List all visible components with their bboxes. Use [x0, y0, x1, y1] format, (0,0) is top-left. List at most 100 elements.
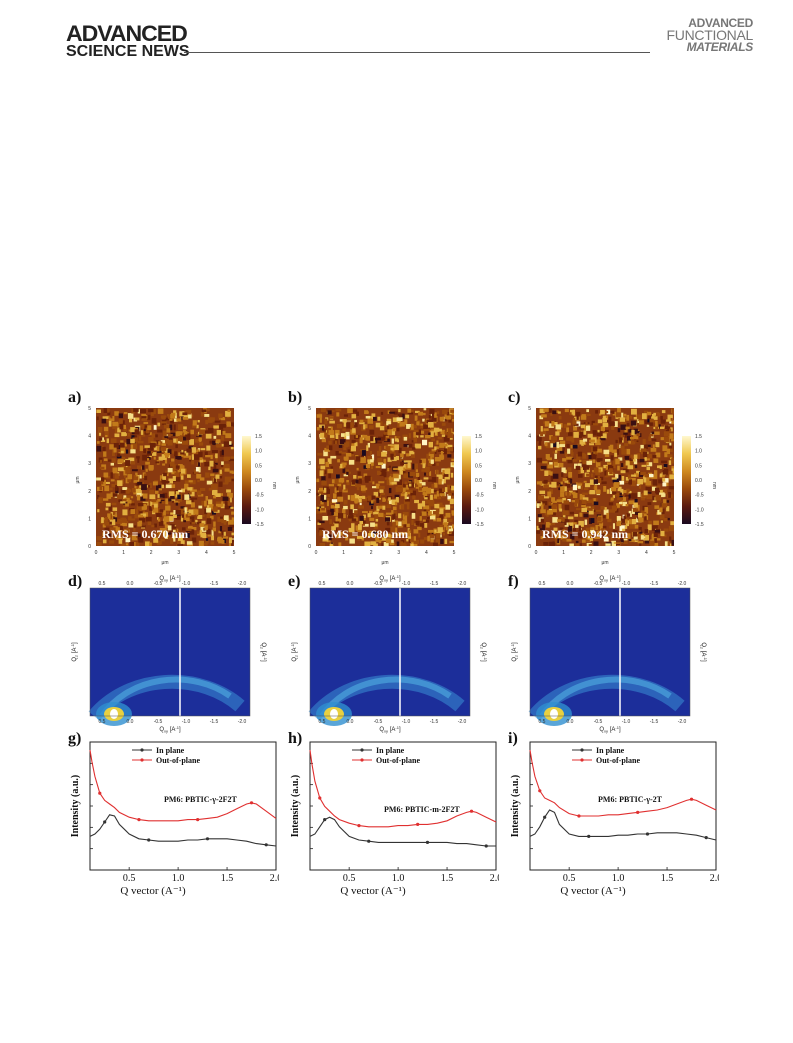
colorbar-tick: -0.5 [695, 493, 704, 499]
giwaxs-top-tick: -0.5 [154, 581, 163, 587]
afm-x-tick: 0 [95, 550, 98, 556]
giwaxs-top-tick: 0.0 [127, 581, 134, 587]
colorbar-tick: -1.0 [475, 507, 484, 513]
giwaxs-bottom-axis-label: Qxy [A-1] [599, 725, 621, 734]
colorbar-tick: -1.5 [695, 522, 704, 528]
giwaxs-right-axis-label: Qz [A-1] [260, 642, 269, 662]
afm-axes: 00 1 1 2 2 3 3 4 4 5 5 μm μm [515, 406, 676, 566]
giwaxs-bottom-tick: -0.5 [154, 719, 163, 725]
x-tick-label: 0.5 [343, 873, 356, 884]
afm-y-tick: 4 [88, 434, 91, 440]
colorbar-tick: -1.0 [695, 507, 704, 513]
giwaxs-pattern: 0.5 0.5 0.0 0.0 -0.5 -0.5 -1.0 -1.0 -1.5 -1.5 -2.0… [510, 574, 709, 734]
giwaxs-right-axis-label: Qz [A-1] [480, 642, 489, 662]
giwaxs-bottom-tick: 0.0 [347, 719, 354, 725]
giwaxs-left-axis-label: Qz [A-1] [510, 642, 519, 662]
afm-colorbar: 1.5 1.0 0.5 0.0 -0.5 -1.0 -1.5 nm [462, 434, 497, 528]
panel-label-d: d) [68, 573, 83, 590]
legend-entry: In plane [156, 746, 185, 755]
afm-x-tick: 0 [315, 550, 318, 556]
giwaxs-top-axis-label: Qxy [A-1] [379, 574, 401, 583]
series-marker [469, 809, 474, 813]
afm-x-tick: 2 [150, 550, 153, 556]
science-news-wordmark: SCIENCE NEWS [66, 43, 190, 60]
colorbar-tick: -0.5 [255, 493, 264, 499]
giwaxs-top-tick: -1.0 [402, 581, 411, 587]
logo-line-2: FUNCTIONAL [666, 27, 754, 43]
sample-name-label: PM6: PBTIC-m-2F2T [384, 805, 460, 814]
afm-axes: 00 1 1 2 2 3 3 4 4 5 5 μm μm [295, 406, 456, 566]
legend-entry: In plane [596, 746, 625, 755]
x-tick-label: 1.0 [392, 873, 405, 884]
legend-entry: In plane [376, 746, 405, 755]
header-rule [184, 52, 650, 53]
y-axis-label: Intensity (a.u.) [290, 775, 301, 838]
series-marker [587, 834, 591, 838]
rms-roughness-label: RMS = 0.680 nm [322, 527, 409, 541]
giwaxs-bottom-tick: -0.5 [374, 719, 383, 725]
giwaxs-bottom-tick: 0.0 [567, 719, 574, 725]
afm-x-axis-label: μm [161, 560, 168, 566]
panel-label-i: i) [508, 730, 518, 747]
series-marker [577, 814, 581, 818]
giwaxs-top-tick: -1.5 [430, 581, 439, 587]
series-marker [318, 796, 322, 800]
series-line [309, 749, 497, 828]
series-marker [196, 818, 200, 822]
giwaxs-top-axis-label: Qxy [A-1] [159, 574, 181, 583]
afm-axes: 00 1 1 2 2 3 3 4 4 5 5 μm μm [75, 406, 236, 566]
afm-x-tick: 4 [425, 550, 428, 556]
colorbar-unit: nm [711, 482, 717, 489]
panel-label-h: h) [288, 730, 303, 747]
afm-x-tick: 3 [177, 550, 180, 556]
giwaxs-top-tick: 0.0 [347, 581, 354, 587]
colorbar-tick: -0.5 [475, 493, 484, 499]
giwaxs-top-tick: 0.5 [99, 581, 106, 587]
series-marker [264, 843, 268, 847]
afm-colorbar: 1.5 1.0 0.5 0.0 -0.5 -1.0 -1.5 nm [242, 434, 277, 528]
giwaxs-top-tick: -0.5 [374, 581, 383, 587]
afm-y-tick: 1 [528, 516, 531, 522]
afm-y-tick: 3 [88, 461, 91, 467]
series-line [529, 749, 717, 817]
giwaxs-left-axis-label: Qz [A-1] [290, 642, 299, 662]
x-tick-label: 1.5 [661, 873, 674, 884]
giwaxs-bottom-tick: 0.5 [99, 719, 106, 725]
afm-y-tick: 0 [528, 544, 531, 550]
afm-x-tick: 3 [617, 550, 620, 556]
afm-x-tick: 4 [205, 550, 208, 556]
giwaxs-bottom-tick: -2.0 [458, 719, 467, 725]
afm-x-tick: 0 [535, 550, 538, 556]
afm-y-tick: 4 [308, 434, 311, 440]
giwaxs-left-axis-label: Qz [A-1] [70, 642, 79, 662]
giwaxs-bottom-tick: 0.0 [127, 719, 134, 725]
series-marker [636, 810, 640, 814]
colorbar-tick: 1.0 [695, 449, 702, 455]
afm-height-image: RMS = 0.670 nm [96, 408, 234, 546]
giwaxs-bottom-tick: -0.5 [594, 719, 603, 725]
afm-colorbar: 1.5 1.0 0.5 0.0 -0.5 -1.0 -1.5 nm [682, 434, 717, 528]
afm-x-tick: 5 [453, 550, 456, 556]
giwaxs-bottom-tick: -1.5 [430, 719, 439, 725]
colorbar-tick: 0.5 [695, 463, 702, 469]
series-line [309, 816, 496, 847]
series-marker [98, 791, 102, 795]
series-line [529, 809, 717, 841]
giwaxs-top-axis-label: Qxy [A-1] [599, 574, 621, 583]
series-marker [103, 820, 107, 824]
series-marker [484, 844, 488, 848]
panel-label-c: c) [508, 389, 521, 406]
series-marker [689, 797, 694, 801]
series-marker [425, 840, 430, 844]
giwaxs-bottom-axis-label: Qxy [A-1] [379, 725, 401, 734]
legend-entry: Out-of-plane [376, 756, 420, 765]
panel-label-b: b) [288, 389, 303, 406]
x-tick-label: 2.0 [710, 873, 719, 884]
rms-roughness-label: RMS = 0.942 nm [542, 527, 629, 541]
colorbar-tick: -1.5 [475, 522, 484, 528]
giwaxs-right-axis-label: Qz [A-1] [700, 642, 709, 662]
colorbar-unit: nm [491, 482, 497, 489]
x-axis-label: Q vector (A⁻¹) [120, 885, 186, 897]
